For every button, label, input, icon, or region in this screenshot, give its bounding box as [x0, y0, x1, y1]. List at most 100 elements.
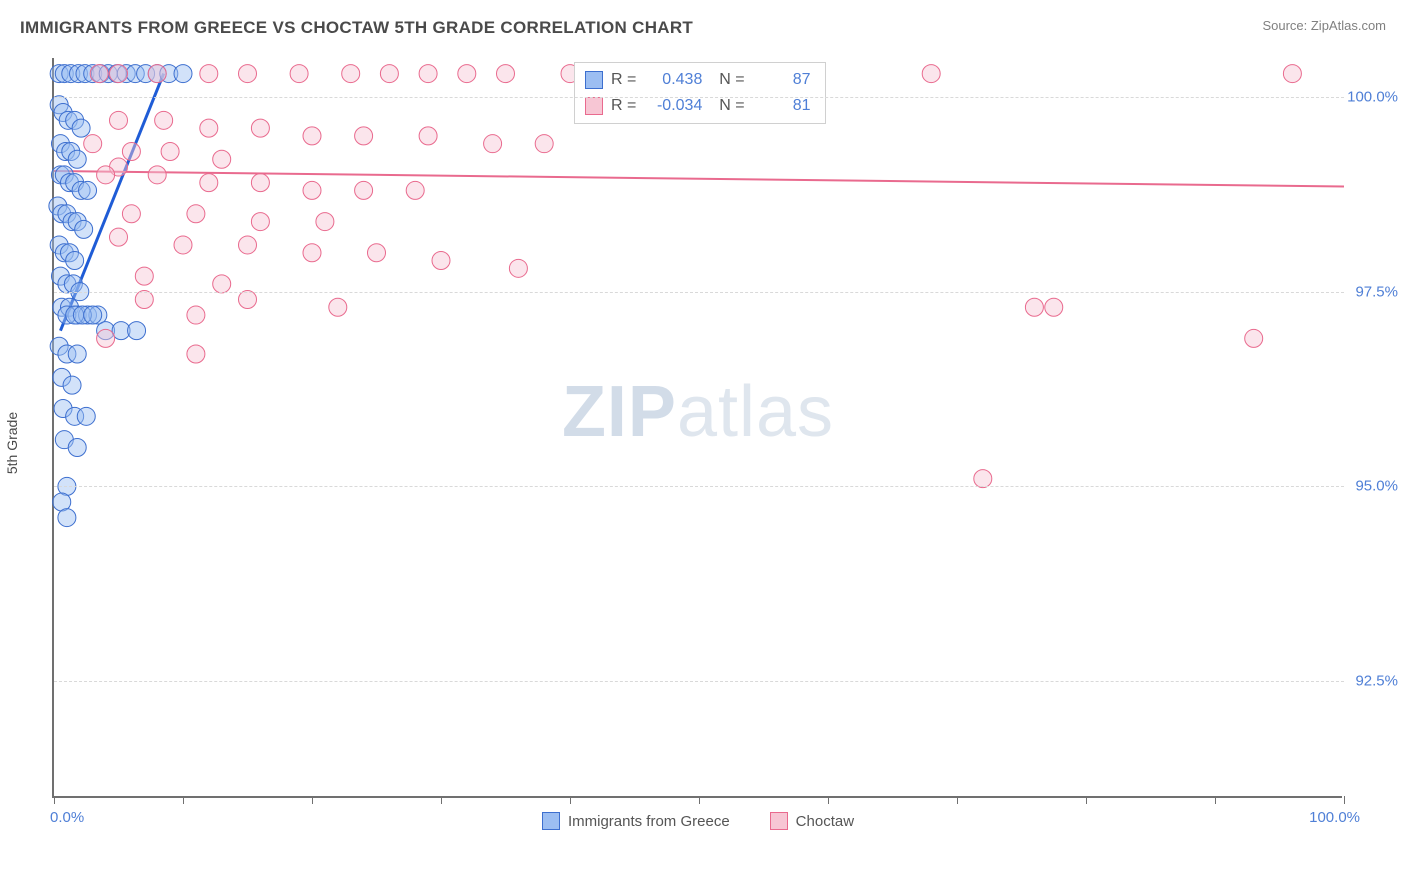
scatter-svg [54, 58, 1344, 798]
x-tick [54, 796, 55, 804]
x-tick [828, 796, 829, 804]
plot-area: ZIPatlas R = 0.438 N = 87 R = -0.034 N =… [52, 58, 1342, 798]
r-value-greece: 0.438 [644, 67, 702, 93]
point-choctaw [122, 205, 140, 223]
point-choctaw [251, 119, 269, 137]
gridline-h [54, 486, 1344, 487]
point-choctaw [200, 174, 218, 192]
point-greece [72, 119, 90, 137]
point-choctaw [97, 329, 115, 347]
swatch-greece-bottom [542, 812, 560, 830]
point-greece [68, 345, 86, 363]
point-greece [58, 509, 76, 527]
legend-label-greece: Immigrants from Greece [568, 813, 730, 830]
point-greece [68, 150, 86, 168]
point-choctaw [90, 65, 108, 83]
point-choctaw [135, 267, 153, 285]
point-choctaw [110, 65, 128, 83]
point-choctaw [419, 65, 437, 83]
point-greece [63, 376, 81, 394]
x-tick [957, 796, 958, 804]
x-tick [699, 796, 700, 804]
point-choctaw [368, 244, 386, 262]
point-choctaw [974, 470, 992, 488]
point-choctaw [316, 213, 334, 231]
point-choctaw [155, 111, 173, 129]
point-greece [68, 438, 86, 456]
point-greece [128, 322, 146, 340]
legend-row-greece: R = 0.438 N = 87 [585, 67, 811, 93]
point-choctaw [922, 65, 940, 83]
point-choctaw [329, 298, 347, 316]
point-greece [174, 65, 192, 83]
point-greece [79, 181, 97, 199]
point-choctaw [1025, 298, 1043, 316]
chart-container: 5th Grade ZIPatlas R = 0.438 N = 87 R = … [52, 58, 1378, 828]
point-choctaw [148, 65, 166, 83]
point-greece [66, 252, 84, 270]
point-greece [75, 220, 93, 238]
trend-line-choctaw [54, 171, 1344, 187]
point-choctaw [303, 181, 321, 199]
point-choctaw [419, 127, 437, 145]
point-choctaw [200, 119, 218, 137]
point-choctaw [509, 259, 527, 277]
y-tick-label: 95.0% [1346, 478, 1398, 495]
point-choctaw [406, 181, 424, 199]
point-choctaw [342, 65, 360, 83]
swatch-choctaw-bottom [770, 812, 788, 830]
point-choctaw [239, 290, 257, 308]
legend-item-choctaw: Choctaw [770, 812, 854, 830]
y-tick-label: 100.0% [1346, 88, 1398, 105]
chart-title: IMMIGRANTS FROM GREECE VS CHOCTAW 5TH GR… [20, 18, 693, 38]
point-choctaw [187, 345, 205, 363]
point-choctaw [290, 65, 308, 83]
x-tick [1344, 796, 1345, 804]
point-choctaw [97, 166, 115, 184]
legend-stats: R = 0.438 N = 87 R = -0.034 N = 81 [574, 62, 826, 124]
point-choctaw [200, 65, 218, 83]
point-choctaw [187, 306, 205, 324]
point-choctaw [1045, 298, 1063, 316]
x-tick [1215, 796, 1216, 804]
point-choctaw [484, 135, 502, 153]
gridline-h [54, 292, 1344, 293]
legend-bottom: Immigrants from Greece Choctaw [54, 812, 1342, 830]
point-choctaw [251, 213, 269, 231]
point-choctaw [1245, 329, 1263, 347]
y-tick-label: 92.5% [1346, 673, 1398, 690]
point-choctaw [303, 127, 321, 145]
point-choctaw [355, 181, 373, 199]
point-greece [84, 306, 102, 324]
swatch-choctaw [585, 97, 603, 115]
point-choctaw [497, 65, 515, 83]
point-choctaw [84, 135, 102, 153]
point-choctaw [187, 205, 205, 223]
gridline-h [54, 97, 1344, 98]
x-tick [570, 796, 571, 804]
point-choctaw [239, 65, 257, 83]
point-choctaw [135, 290, 153, 308]
point-greece [77, 407, 95, 425]
point-choctaw [432, 252, 450, 270]
swatch-greece [585, 71, 603, 89]
point-choctaw [355, 127, 373, 145]
point-choctaw [122, 142, 140, 160]
y-tick-label: 97.5% [1346, 283, 1398, 300]
point-choctaw [1283, 65, 1301, 83]
x-tick [441, 796, 442, 804]
point-choctaw [458, 65, 476, 83]
point-choctaw [213, 150, 231, 168]
legend-label-choctaw: Choctaw [796, 813, 854, 830]
x-tick [1086, 796, 1087, 804]
y-axis-label: 5th Grade [4, 412, 20, 474]
point-choctaw [380, 65, 398, 83]
x-tick [183, 796, 184, 804]
legend-item-greece: Immigrants from Greece [542, 812, 730, 830]
point-choctaw [161, 142, 179, 160]
gridline-h [54, 681, 1344, 682]
point-choctaw [535, 135, 553, 153]
point-choctaw [239, 236, 257, 254]
source-label: Source: ZipAtlas.com [1262, 18, 1386, 33]
point-choctaw [303, 244, 321, 262]
